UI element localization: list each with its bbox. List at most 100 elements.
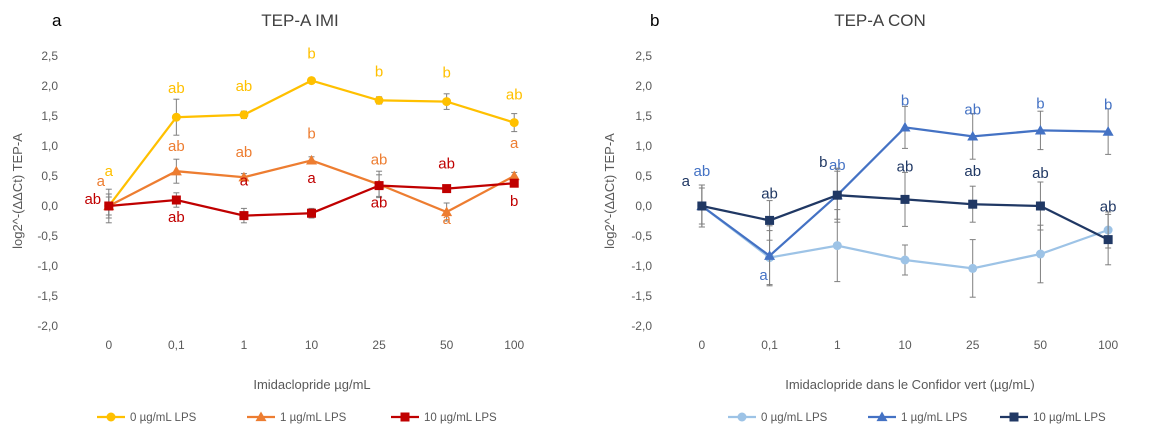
significance-label: ab bbox=[761, 185, 778, 202]
significance-label: b bbox=[307, 46, 315, 63]
data-point bbox=[239, 211, 249, 221]
data-point bbox=[239, 110, 249, 120]
y-tick-label: -1,5 bbox=[37, 289, 58, 303]
y-tick-label: 2,0 bbox=[41, 79, 58, 93]
significance-label: ab bbox=[694, 163, 711, 180]
y-tick-label: 1,0 bbox=[635, 139, 652, 153]
y-tick-label: 0,5 bbox=[635, 169, 652, 183]
data-point bbox=[900, 194, 910, 204]
significance-label: ab bbox=[84, 191, 101, 208]
data-point bbox=[1035, 249, 1045, 259]
x-tick-label: 0,1 bbox=[761, 338, 778, 352]
significance-label: ab bbox=[371, 195, 388, 212]
data-point bbox=[832, 241, 842, 251]
legend-label: 1 µg/mL LPS bbox=[280, 412, 347, 424]
significance-label: a bbox=[97, 173, 106, 190]
data-point bbox=[238, 171, 250, 182]
x-tick-label: 100 bbox=[1098, 338, 1118, 352]
significance-label: a bbox=[240, 173, 249, 190]
chart-panel-a: a TEP-A IMI 2,5 2,0 1,5 1,0 0,5 0,0 -0,5 -1,0 -1,5… bbox=[10, 11, 525, 424]
y-tick-label: 0,5 bbox=[41, 169, 58, 183]
y-tick-label: 2,0 bbox=[635, 79, 652, 93]
data-point bbox=[899, 121, 911, 132]
legend-entry: 0 µg/mL LPS bbox=[728, 412, 828, 424]
data-point bbox=[1102, 126, 1114, 136]
data-point bbox=[509, 178, 519, 188]
data-point bbox=[509, 118, 519, 128]
data-point bbox=[442, 184, 452, 194]
legend-marker bbox=[876, 411, 888, 422]
data-point bbox=[968, 199, 978, 209]
x-tick-label: 50 bbox=[1034, 338, 1048, 352]
significance-label: b bbox=[1036, 95, 1044, 112]
significance-label: ab bbox=[236, 78, 253, 95]
x-tick-label: 25 bbox=[966, 338, 980, 352]
significance-label: ab bbox=[168, 138, 185, 155]
legend-marker bbox=[1009, 412, 1019, 422]
legend-label: 0 µg/mL LPS bbox=[761, 412, 828, 424]
legend-marker bbox=[400, 412, 410, 422]
significance-label: ab bbox=[168, 80, 185, 97]
data-point bbox=[307, 76, 316, 86]
x-tick-label: 10 bbox=[305, 338, 319, 352]
x-tick-label: 1 bbox=[834, 338, 841, 352]
legend-entry: 0 µg/mL LPS bbox=[97, 412, 197, 424]
panel-letter: b bbox=[650, 11, 659, 30]
y-tick-label: 2,5 bbox=[635, 49, 652, 63]
legend-entry: 1 µg/mL LPS bbox=[247, 411, 347, 424]
chart-title: TEP-A IMI bbox=[261, 11, 338, 30]
significance-label: a bbox=[307, 170, 316, 187]
significance-label: a bbox=[682, 173, 691, 190]
data-point bbox=[1103, 235, 1113, 245]
legend-entry: 10 µg/mL LPS bbox=[1000, 412, 1106, 424]
data-point bbox=[374, 95, 384, 105]
legend-entry: 1 µg/mL LPS bbox=[868, 411, 968, 424]
significance-label: b bbox=[819, 154, 827, 171]
significance-label: ab bbox=[168, 209, 185, 226]
data-point bbox=[764, 250, 776, 260]
x-axis-label: Imidaclopride µg/mL bbox=[253, 377, 370, 392]
significance-label: a bbox=[759, 267, 768, 284]
significance-label: a bbox=[105, 163, 114, 180]
chart-panel-b: b TEP-A CON 2,5 2,0 1,5 1,0 0,5 0,0 -0,5 -1,0 -1,5… bbox=[602, 11, 1118, 424]
x-tick-label: 10 bbox=[898, 338, 912, 352]
data-point bbox=[697, 201, 707, 211]
significance-label: ab bbox=[438, 156, 455, 173]
y-tick-label: 0,0 bbox=[41, 199, 58, 213]
data-point bbox=[374, 181, 384, 191]
x-tick-label: 1 bbox=[241, 338, 248, 352]
chart-title: TEP-A CON bbox=[834, 11, 926, 30]
y-tick-label: -1,0 bbox=[37, 259, 58, 273]
data-point bbox=[307, 208, 316, 218]
data-point bbox=[442, 97, 452, 107]
data-point bbox=[171, 112, 181, 122]
legend-entry: 10 µg/mL LPS bbox=[391, 412, 497, 424]
significance-label: ab bbox=[371, 151, 388, 168]
significance-label: ab bbox=[964, 163, 981, 180]
significance-label: b bbox=[1104, 97, 1112, 114]
significance-label: b bbox=[442, 65, 450, 82]
x-tick-label: 25 bbox=[372, 338, 386, 352]
y-tick-label: 2,5 bbox=[41, 49, 58, 63]
y-tick-label: -1,0 bbox=[631, 259, 652, 273]
significance-label: a bbox=[510, 135, 519, 152]
data-point bbox=[306, 154, 317, 165]
y-tick-label: 1,5 bbox=[635, 109, 652, 123]
y-tick-label: 0,0 bbox=[635, 199, 652, 213]
data-point bbox=[900, 255, 910, 265]
significance-label: b bbox=[901, 92, 909, 109]
data-point bbox=[765, 215, 775, 225]
legend-marker bbox=[106, 412, 116, 422]
data-point bbox=[171, 195, 181, 205]
data-point bbox=[832, 190, 842, 200]
legend-label: 10 µg/mL LPS bbox=[424, 412, 497, 424]
y-axis-label: log2^-(ΔΔCt) TEP-A bbox=[10, 133, 25, 249]
y-tick-label: -0,5 bbox=[37, 229, 58, 243]
panel-letter: a bbox=[52, 11, 62, 30]
legend-label: 10 µg/mL LPS bbox=[1033, 412, 1106, 424]
significance-label: b bbox=[307, 125, 315, 142]
